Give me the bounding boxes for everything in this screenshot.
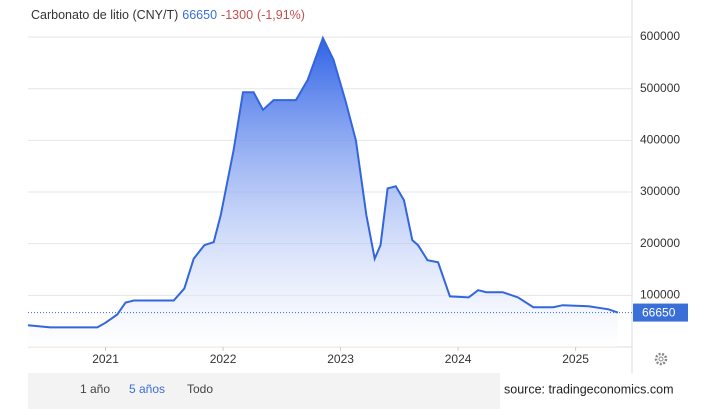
area-line [27, 35, 619, 329]
x-tick-label: 2025 [562, 352, 589, 366]
chart-header: Carbonato de litio (CNY/T) 66650 -1300 (-1,… [31, 8, 305, 22]
x-tick-label: 2021 [92, 352, 119, 366]
y-tick-label: 500000 [640, 81, 680, 95]
last-value-box [633, 303, 688, 322]
x-tick-label: 2024 [445, 352, 472, 366]
range-button[interactable]: 5 años [129, 382, 165, 396]
y-tick-label: 400000 [640, 133, 680, 147]
range-button[interactable]: Todo [187, 382, 213, 396]
y-tick-label: 100000 [640, 288, 680, 302]
last-value: 66650 [182, 8, 217, 22]
last-value-label: 66650 [642, 306, 676, 320]
x-tick-label: 2022 [210, 352, 237, 366]
range-button[interactable]: 1 año [80, 382, 110, 396]
y-tick-label: 600000 [640, 29, 680, 43]
y-tick-label: 200000 [640, 236, 680, 250]
range-bar [28, 373, 500, 409]
area-fill [28, 38, 618, 347]
gear-icon[interactable] [654, 352, 668, 366]
chart-title: Carbonato de litio (CNY/T) [31, 8, 178, 22]
source: source: tradingeconomics.com [504, 382, 674, 396]
change-pct: (-1,91%) [257, 8, 305, 22]
y-tick-label: 300000 [640, 184, 680, 198]
change: -1300 [221, 8, 253, 22]
x-tick-label: 2023 [327, 352, 354, 366]
